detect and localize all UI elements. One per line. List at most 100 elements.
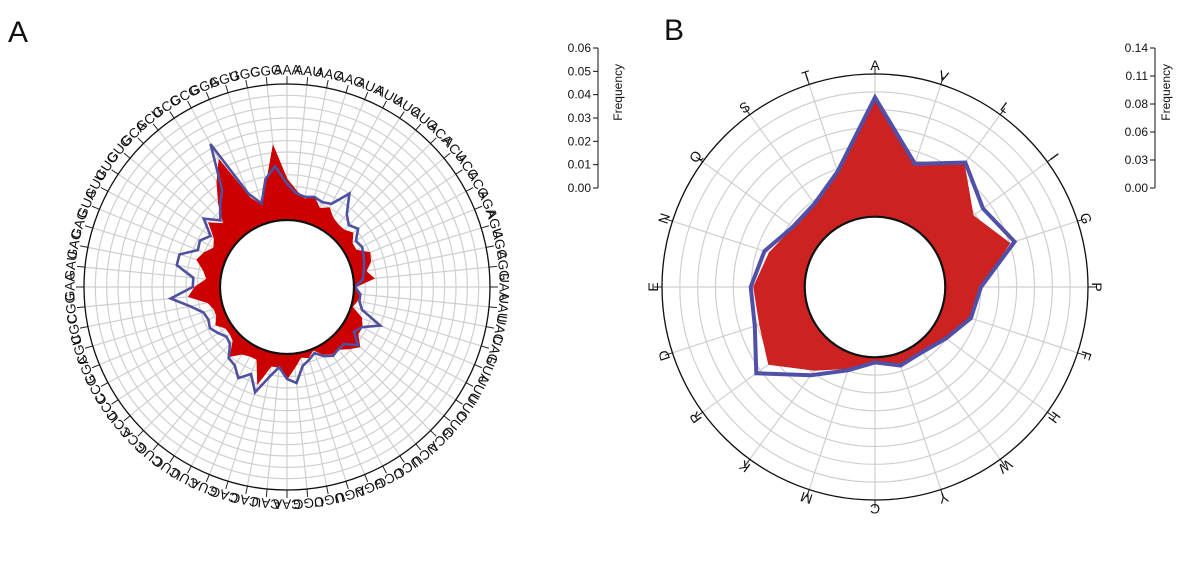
grid-spoke <box>352 299 487 328</box>
axis-tick <box>430 137 437 144</box>
category-label: GGC <box>228 64 261 85</box>
grid-spoke <box>353 292 490 308</box>
axis-tick <box>806 489 810 498</box>
axis-tick <box>326 486 329 495</box>
axis-tick <box>999 107 1006 115</box>
inner-hole <box>803 215 947 359</box>
outer-circle <box>83 83 491 491</box>
grid-spoke <box>323 342 401 457</box>
axis-tick <box>744 459 751 467</box>
axis-tick <box>474 205 483 210</box>
category-label: M <box>798 489 814 508</box>
axis-tick <box>415 443 422 451</box>
axis-tick <box>443 415 451 422</box>
grid-spoke <box>333 143 431 241</box>
category-label: T <box>800 67 814 85</box>
category-label: I <box>1047 150 1062 163</box>
axis-tick <box>265 76 268 86</box>
axis-tick <box>364 91 369 100</box>
axis-tick <box>79 245 88 248</box>
axis-tick <box>1077 352 1086 356</box>
axis-tick <box>455 399 463 405</box>
grid-spoke <box>350 227 482 269</box>
grid-spoke <box>299 352 328 487</box>
category-label: CAU <box>251 494 281 512</box>
scale-tick-label: 0.05 <box>568 64 592 78</box>
category-label: GAC <box>64 229 84 261</box>
category-label: UAC <box>490 314 510 345</box>
category-label: W <box>995 456 1016 477</box>
frequency-scale-a: 0.06 0.05 0.04 0.03 0.02 0.01 0.00 Frequency <box>568 41 625 195</box>
category-label: G <box>1077 211 1096 226</box>
category-label: AGC <box>490 229 510 261</box>
axis-tick <box>245 79 248 88</box>
axis-tick <box>169 455 175 463</box>
scale-tick-label: 0.03 <box>568 111 592 125</box>
grid-spoke <box>352 246 487 275</box>
grid-spoke <box>92 305 224 347</box>
axis-tick <box>187 100 192 109</box>
grid-spoke <box>129 329 236 417</box>
axis-tick <box>100 187 109 192</box>
scale-title: Frequency <box>611 64 625 121</box>
axis-tick <box>481 225 490 229</box>
grid-spoke <box>333 333 431 431</box>
grid-spoke <box>808 353 854 490</box>
axis-tick <box>695 156 703 163</box>
category-label: L <box>998 99 1014 117</box>
grid-spoke <box>87 299 222 328</box>
scale-tick-label: 0.06 <box>568 41 592 55</box>
axis-tick <box>1047 156 1055 163</box>
grid-spoke <box>87 246 222 275</box>
category-label: A <box>870 57 880 73</box>
axis-tick <box>225 481 229 490</box>
axis-tick <box>345 84 349 93</box>
axis-tick <box>306 488 309 498</box>
axis-tick <box>399 111 405 119</box>
grid-spoke <box>329 129 417 236</box>
scale-tick-label: 0.02 <box>568 134 592 148</box>
radar-chart-a: AAAAAUAACAAGAUAAUUAUCAUGACAACUACCACGAGAA… <box>62 62 512 512</box>
category-label: AAU <box>294 62 323 80</box>
axis-tick <box>488 306 498 309</box>
axis-tick <box>806 76 810 85</box>
scale-tick-label: 0.00 <box>568 181 592 195</box>
category-label: E <box>645 282 661 291</box>
grid-spoke <box>931 327 1048 413</box>
series-outline <box>748 93 1018 378</box>
axis-tick <box>91 205 100 210</box>
axis-tick <box>326 79 329 88</box>
axis-tick <box>455 169 463 175</box>
grid-spoke <box>117 323 232 401</box>
axis-tick <box>152 443 159 451</box>
axis-tick <box>84 225 93 229</box>
series-outline <box>167 143 384 395</box>
grid-spoke <box>342 173 457 251</box>
grid-spoke <box>345 318 467 384</box>
category-label: N <box>655 211 673 226</box>
grid-spoke <box>173 342 251 457</box>
category-label: CAA <box>273 497 301 512</box>
axis-tick <box>306 76 309 86</box>
grid-spoke <box>107 190 229 256</box>
axis-tick <box>664 218 673 222</box>
grid-spoke <box>266 353 282 490</box>
category-label: UGC <box>313 490 346 511</box>
category-label: GAA <box>63 273 78 302</box>
axis-tick <box>430 430 437 437</box>
grid-spoke <box>312 348 366 475</box>
axis-tick <box>940 489 944 498</box>
category-label: GGG <box>249 62 282 80</box>
category-label: UGG <box>292 494 324 512</box>
axis-tick <box>79 326 88 329</box>
grid-spoke <box>342 323 457 401</box>
grid-spoke <box>323 117 401 232</box>
grid-spoke <box>208 348 262 475</box>
axis-tick <box>474 364 483 369</box>
axis-tick <box>695 411 703 418</box>
panel-a-label: A <box>8 16 28 49</box>
axis-tick <box>111 399 119 405</box>
scale-tick-label: 0.14 <box>1125 41 1149 55</box>
category-label: CGC <box>64 313 85 346</box>
grid-spoke <box>246 352 275 487</box>
